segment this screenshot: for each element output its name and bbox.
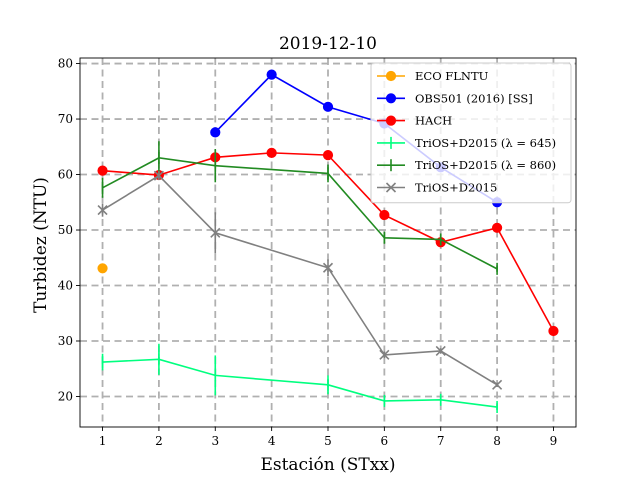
x-tick-label: 7 [437,434,445,448]
data-point-stroke [322,262,334,273]
series-3 [101,343,498,414]
series-0 [97,263,108,274]
y-tick-label: 30 [58,334,73,348]
data-point [322,101,334,112]
chart-title: 2019-12-10 [279,34,377,54]
data-point [97,263,108,274]
legend-item: TriOS+D2015 (λ = 860) [377,158,556,172]
data-point-stroke [97,204,108,216]
data-point-stroke [153,170,164,181]
axis-ticks: 1 2 3 4 5 6 7 8 9 20 30 40 50 60 70 80 [58,57,558,448]
x-tick-label: 5 [324,434,332,448]
y-tick-label: 80 [58,57,73,71]
y-axis-label: Turbidez (NTU) [31,177,51,313]
data-point [322,150,334,161]
legend-label: HACH [415,114,452,128]
data-point-stroke [492,379,503,390]
y-tick-label: 60 [58,168,73,182]
data-point-stroke [435,345,446,357]
legend-marker-stroke [385,182,397,193]
x-tick-label: 4 [268,434,276,448]
data-point [492,379,503,390]
legend-label: TriOS+D2015 [415,181,497,195]
x-tick-label: 1 [99,434,107,448]
legend-label: TriOS+D2015 (λ = 860) [415,158,556,172]
data-point [322,262,334,273]
x-tick-label: 8 [493,434,501,448]
y-tick-label: 20 [58,389,73,403]
legend-marker [385,70,397,82]
data-point-stroke [210,227,221,238]
data-point-stroke [379,349,390,360]
x-tick-label: 9 [550,434,558,448]
data-point [379,209,390,221]
legend-item: HACH [377,114,452,128]
y-tick-label: 40 [58,279,73,293]
legend: ECO FLNTU OBS501 (2016) [SS] HACH TriOS+D20… [370,62,572,204]
data-point [97,204,108,216]
legend-label: OBS501 (2016) [SS] [415,91,533,105]
data-point [491,222,503,233]
data-point [266,147,277,158]
x-tick-label: 3 [211,434,219,448]
data-point [548,325,559,337]
x-axis-label: Estación (STxx) [260,455,395,475]
legend-item: OBS501 (2016) [SS] [377,91,533,105]
data-point [210,127,221,138]
data-point [153,170,164,181]
x-tick-label: 6 [381,434,389,448]
data-point [97,165,108,176]
legend-label: TriOS+D2015 (λ = 645) [415,136,556,150]
x-tick-label: 2 [155,434,163,448]
series-4 [101,141,498,275]
legend-marker [385,115,397,126]
legend-marker [385,93,397,104]
y-tick-label: 50 [58,223,73,237]
legend-marker [385,182,397,193]
legend-item: ECO FLNTU [377,69,489,83]
y-tick-label: 70 [58,112,73,126]
legend-label: ECO FLNTU [415,69,489,83]
data-point [210,227,221,238]
data-point [266,69,277,80]
legend-item: TriOS+D2015 [377,181,497,195]
data-point [379,349,390,360]
legend-item: TriOS+D2015 (λ = 645) [377,136,556,150]
data-point [435,345,446,357]
grid [80,58,576,427]
legend-box [370,62,572,204]
series-5 [97,170,503,390]
